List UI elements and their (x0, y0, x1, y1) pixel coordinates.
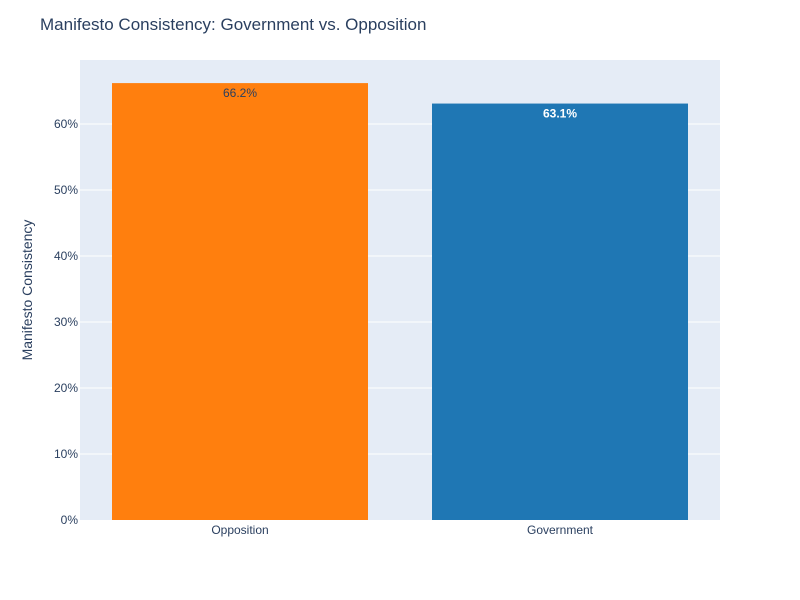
y-tick-label: 10% (54, 447, 78, 461)
x-tick-label: Opposition (211, 523, 268, 537)
y-tick-label: 0% (61, 513, 79, 527)
data-label: 63.1% (543, 107, 577, 121)
data-label: 66.2% (223, 86, 257, 100)
bars: 66.2% 63.1% (112, 83, 688, 520)
x-tick-label: Government (527, 523, 594, 537)
chart-title: Manifesto Consistency: Government vs. Op… (40, 15, 426, 34)
y-tick-label: 60% (54, 117, 78, 131)
y-tick-label: 50% (54, 183, 78, 197)
y-tick-label: 30% (54, 315, 78, 329)
y-axis-title: Manifesto Consistency (19, 220, 35, 361)
bar-opposition (112, 83, 368, 520)
y-axis-ticks: 0% 10% 20% 30% 40% 50% 60% (54, 117, 78, 527)
bar-government (432, 103, 688, 520)
y-tick-label: 40% (54, 249, 78, 263)
y-tick-label: 20% (54, 381, 78, 395)
x-axis-ticks: Opposition Government (211, 523, 593, 537)
